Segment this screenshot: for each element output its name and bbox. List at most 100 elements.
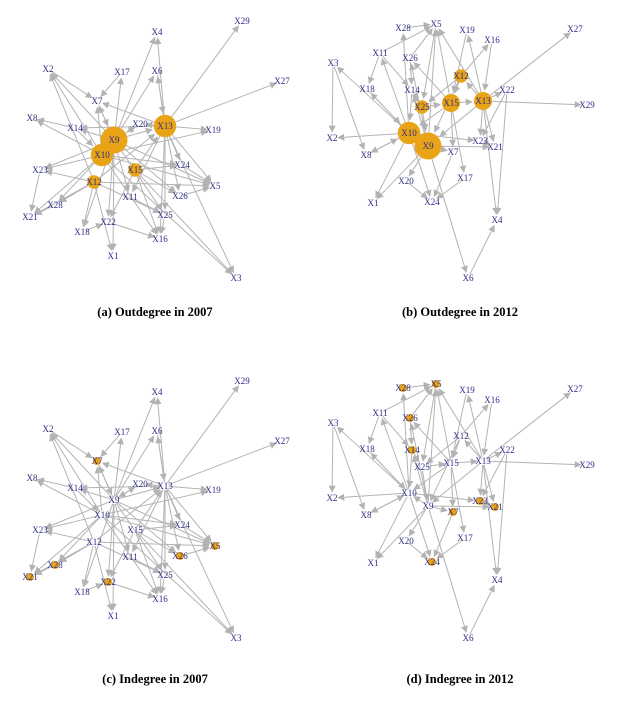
node-marker	[176, 552, 184, 560]
edge-X12-X5	[100, 181, 210, 190]
node-label: X9	[423, 501, 434, 511]
node-label: X29	[234, 16, 250, 26]
edge-X23-X21	[29, 533, 40, 572]
edge-X13-X19	[466, 35, 482, 93]
edge-X13-X19	[466, 395, 483, 458]
node-X23: X23	[472, 496, 488, 506]
node-label: X20	[398, 176, 414, 186]
edge-X13-X26	[165, 489, 181, 551]
edge-X11-X25	[133, 558, 161, 573]
node-marker	[26, 573, 34, 581]
edge-X14-X10	[77, 130, 94, 147]
edge-X13-X16	[157, 489, 166, 594]
edge-X9-X17	[115, 77, 125, 127]
node-label: X12	[453, 71, 469, 81]
node-X8: X8	[361, 510, 372, 520]
node-marker	[93, 457, 101, 465]
edge-X10-X24	[412, 143, 432, 197]
edge-X23-X21	[482, 139, 491, 146]
node-X1: X1	[108, 611, 119, 621]
network-graph: X4 X29 X27 X6 X17 X2 X7 X20 X13 X19 X8 X14 X9 X10 X15 X…	[22, 16, 290, 283]
edge-X9-X5	[428, 29, 439, 133]
edge-X26-X5	[183, 546, 210, 556]
edge-X12-X18	[81, 545, 94, 587]
node-X8: X8	[361, 150, 372, 160]
edge-X9-X25	[115, 503, 163, 571]
edge-X9-X18	[82, 503, 114, 587]
node-X25: X25	[414, 100, 430, 114]
node-label: X17	[114, 67, 130, 77]
node-X6: X6	[152, 426, 163, 436]
edge-X28-X21	[34, 566, 52, 575]
node-X15: X15	[127, 525, 143, 535]
node-X27: X27	[567, 24, 583, 34]
edge-X12-X25	[428, 79, 457, 102]
node-X5: X5	[210, 181, 221, 191]
edge-X13-X4	[154, 37, 165, 115]
node-label: X20	[132, 119, 148, 129]
node-label: X10	[94, 510, 110, 520]
edge-X18-X10	[369, 451, 406, 490]
edge-X10-X2	[337, 492, 406, 501]
node-X12: X12	[453, 431, 469, 441]
node-X19: X19	[459, 385, 475, 395]
edge-X22-X4	[494, 93, 508, 215]
node-label: X13	[157, 121, 173, 131]
node-X16: X16	[152, 594, 168, 604]
node-X3: X3	[231, 633, 242, 643]
node-marker	[432, 380, 440, 388]
node-X20: X20	[132, 479, 148, 489]
edge-X15-X13	[459, 98, 473, 106]
node-label: X11	[122, 552, 137, 562]
edge-X9-X2	[51, 72, 106, 131]
edge-X10-X21	[34, 517, 100, 574]
node-label: X15	[127, 525, 143, 535]
edge-X9-X20	[408, 509, 427, 537]
node-X9: X9	[109, 495, 120, 505]
edge-X15-X13	[454, 458, 478, 466]
edge-X10-X2	[50, 433, 101, 512]
node-label: X15	[127, 165, 143, 175]
edge-X10-X28	[58, 517, 100, 562]
edge-X9-X7	[440, 145, 448, 153]
node-X20: X20	[132, 119, 148, 129]
node-marker	[87, 175, 101, 189]
edge-X9-X1	[109, 153, 117, 251]
node-label: X1	[368, 198, 379, 208]
edge-X13-X27	[485, 392, 571, 459]
node-label: X10	[401, 128, 417, 138]
node-label: X21	[22, 212, 38, 222]
node-marker	[428, 558, 436, 566]
node-label: X11	[122, 192, 137, 202]
edge-X10-X23	[45, 515, 99, 531]
node-label: X23	[32, 165, 48, 175]
edge-X15-X3	[139, 174, 233, 275]
node-X23: X23	[32, 165, 48, 175]
node-X14: X14	[404, 85, 420, 95]
node-X13: X13	[475, 456, 491, 466]
edge-X28-X5	[406, 382, 431, 389]
edge-X13-X5	[171, 134, 212, 182]
node-marker	[128, 163, 142, 177]
edge-X15-X16	[135, 533, 160, 595]
node-X9: X9	[423, 501, 434, 511]
edge-X12-X5	[97, 541, 210, 550]
node-label: X2	[327, 493, 338, 503]
node-label: X7	[92, 456, 103, 466]
node-X29: X29	[234, 376, 250, 386]
edge-X15-X5	[434, 29, 450, 95]
edge-X10-X23	[45, 157, 92, 171]
edge-X15-X17	[452, 111, 467, 173]
node-X23: X23	[472, 136, 488, 146]
node-label: X21	[487, 142, 503, 152]
edge-X19-X15	[451, 33, 467, 93]
node-X3: X3	[231, 273, 242, 283]
edge-X20-X9	[126, 125, 137, 133]
node-label: X23	[472, 136, 488, 146]
node-X14: X14	[67, 483, 83, 493]
edge-X26-X14	[407, 421, 415, 445]
edge-X10-X28	[400, 33, 409, 122]
edge-X22-X23	[482, 93, 506, 137]
node-X22: X22	[499, 85, 515, 95]
node-X28: X28	[395, 23, 411, 33]
